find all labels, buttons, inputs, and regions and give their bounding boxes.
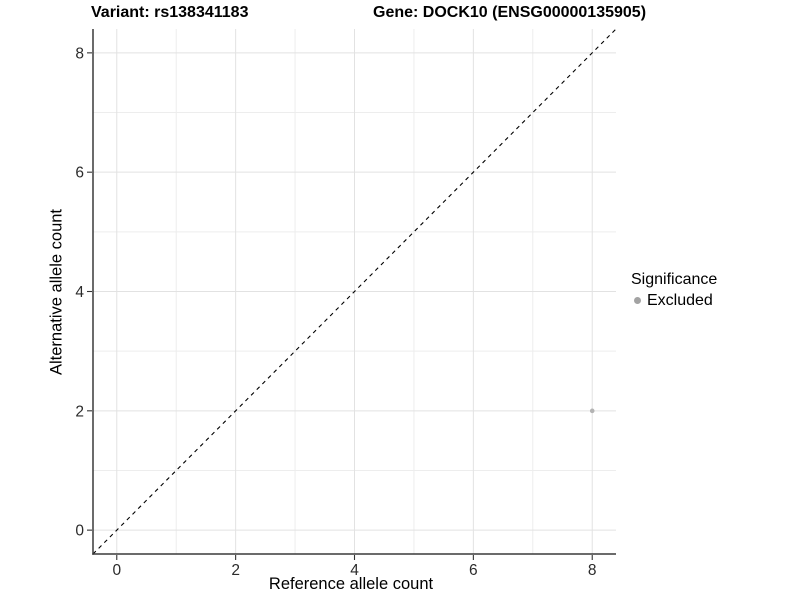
y-tick-label: 4: [75, 284, 84, 301]
legend-point-icon: [634, 297, 641, 304]
legend: Significance Excluded: [631, 270, 717, 310]
legend-entry-label: Excluded: [647, 292, 713, 309]
plot-title-gene: Gene: DOCK10 (ENSG00000135905): [373, 4, 647, 21]
y-tick-label: 8: [75, 45, 84, 62]
x-tick-label: 6: [469, 562, 478, 579]
legend-entries: Excluded: [631, 291, 717, 310]
identity-reference-line: [92, 28, 617, 555]
x-tick-label: 4: [350, 562, 359, 579]
x-tick-label: 8: [588, 562, 597, 579]
y-axis-title: Alternative allele count: [47, 208, 66, 376]
x-tick-label: 0: [112, 562, 121, 579]
y-tick-label: 2: [75, 403, 84, 420]
legend-entry: Excluded: [631, 291, 717, 310]
x-tick-label: 2: [231, 562, 240, 579]
legend-title: Significance: [631, 271, 718, 288]
plot-title-variant: Variant: rs138341183: [91, 4, 249, 21]
y-tick-label: 0: [75, 523, 84, 540]
data-point: [589, 408, 595, 414]
y-tick-label: 6: [75, 165, 84, 182]
x-axis-title: Reference allele count: [268, 575, 434, 593]
